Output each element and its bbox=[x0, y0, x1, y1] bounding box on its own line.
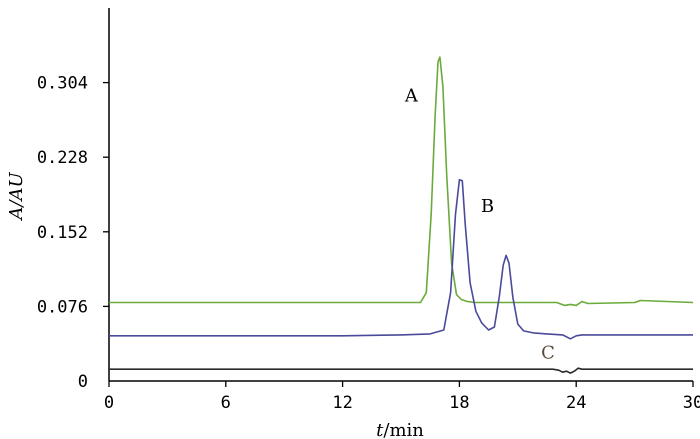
x-tick-label: 30 bbox=[683, 393, 700, 413]
y-tick-label: 0.076 bbox=[37, 297, 88, 317]
x-axis-title: t/min bbox=[376, 420, 424, 439]
series-group bbox=[109, 56, 694, 374]
labels-group: A B C bbox=[404, 85, 555, 363]
x-tick-label: 6 bbox=[221, 393, 231, 413]
x-tick-label: 24 bbox=[566, 393, 586, 413]
x-axis-title-italic: t bbox=[376, 420, 384, 439]
series-line-b bbox=[109, 179, 693, 340]
series-line-c bbox=[109, 367, 693, 374]
axes-group bbox=[108, 8, 693, 382]
y-axis-title: A/AU bbox=[6, 172, 27, 222]
x-tick-label: 12 bbox=[332, 393, 352, 413]
series-line-a bbox=[109, 56, 694, 307]
series-label-a: A bbox=[404, 85, 419, 106]
series-label-b: B bbox=[481, 196, 494, 217]
series-label-c: C bbox=[541, 342, 555, 363]
y-tick-label: 0.304 bbox=[37, 74, 88, 94]
y-tick-label: 0.152 bbox=[37, 223, 88, 243]
y-tick-label: 0.228 bbox=[37, 148, 88, 168]
x-tick-label: 18 bbox=[449, 393, 469, 413]
x-tick-label: 0 bbox=[104, 393, 114, 413]
ticks-group: 0 6 12 18 24 30 0.076 0.152 0.228 0.304 0 bbox=[37, 74, 700, 413]
x-axis-title-unit: /min bbox=[383, 420, 424, 439]
y-tick-label-zero: 0 bbox=[78, 372, 88, 392]
